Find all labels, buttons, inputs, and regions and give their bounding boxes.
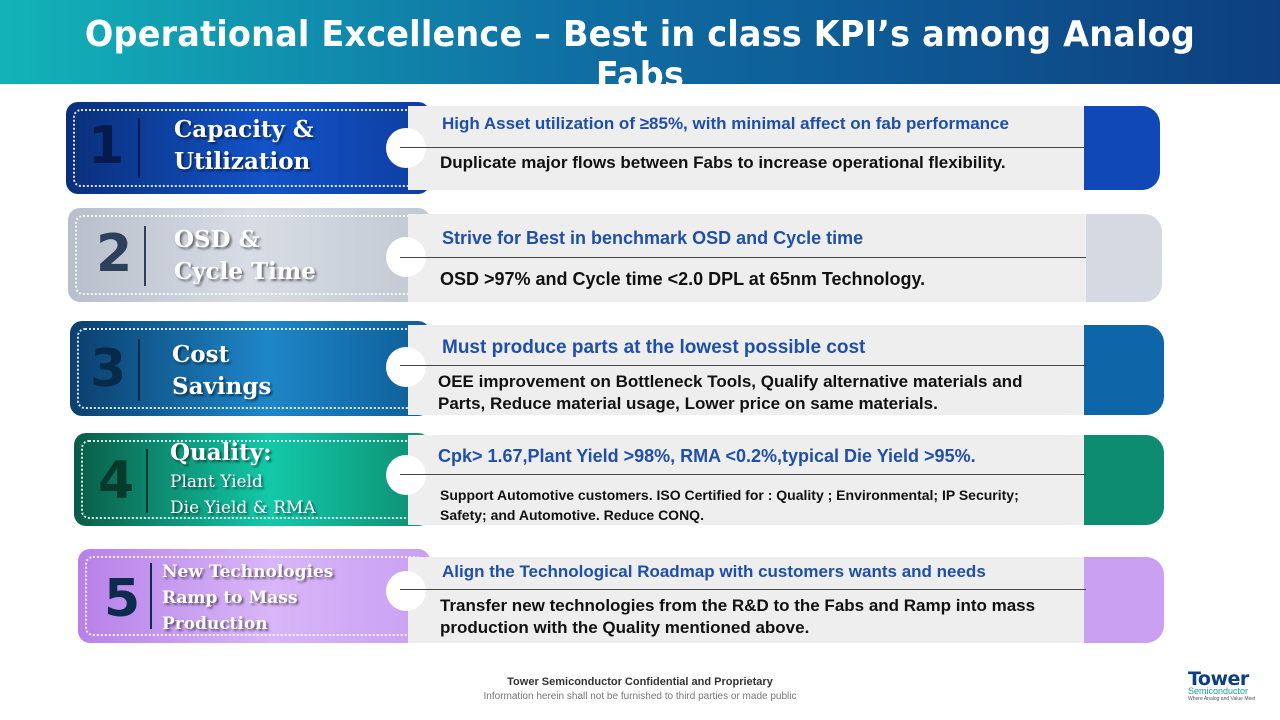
- row-2-detail: OSD >97% and Cycle time <2.0 DPL at 65nm…: [440, 269, 926, 289]
- row-2-headline: Strive for Best in benchmark OSD and Cyc…: [442, 228, 864, 248]
- row-1-divider: [400, 147, 1086, 148]
- row-1-notch: [386, 128, 426, 168]
- confidential-notice: Tower Semiconductor Confidential and Pro…: [507, 676, 773, 688]
- row-2-label: OSD & Cycle Time: [174, 224, 316, 288]
- row-5-label: New Technologies Ramp to Mass Production: [162, 559, 333, 637]
- kpi-row-3: 3 Cost Savings Must produce parts at the…: [0, 321, 1280, 416]
- title-banner: Operational Excellence – Best in class K…: [0, 0, 1280, 96]
- row-4-label-line-1: Quality:: [170, 439, 272, 466]
- row-5-headline: Align the Technological Roadmap with cus…: [442, 562, 986, 581]
- row-2-label-line-1: OSD &: [174, 226, 260, 253]
- logo-tagline: Where Analog and Value Meet: [1188, 696, 1256, 702]
- kpi-row-4: 4 Quality: Plant Yield Die Yield & RMA C…: [0, 433, 1280, 526]
- row-4-cap: [1084, 435, 1164, 525]
- row-4-headline: Cpk> 1.67,Plant Yield >98%, RMA <0.2%,ty…: [438, 446, 976, 466]
- row-1-number: 1: [88, 116, 125, 176]
- row-2-panel: [408, 214, 1086, 302]
- row-3-notch: [386, 347, 426, 387]
- row-4-notch: [386, 455, 426, 495]
- company-logo: Tower Semiconductor Where Analog and Val…: [1188, 668, 1268, 712]
- row-5-badge: 5 New Technologies Ramp to Mass Producti…: [78, 549, 430, 643]
- row-5-label-line-3: Production: [162, 614, 268, 634]
- row-1-badge: 1 Capacity & Utilization: [66, 102, 430, 194]
- row-5-separator: [150, 563, 152, 629]
- row-5-notch: [386, 571, 426, 611]
- row-2-number: 2: [96, 224, 133, 284]
- row-5-panel: [408, 557, 1084, 643]
- slide-title: Operational Excellence – Best in class K…: [84, 14, 1196, 96]
- row-4-badge: 4 Quality: Plant Yield Die Yield & RMA: [74, 433, 430, 526]
- logo-wordmark: Tower: [1188, 668, 1249, 690]
- row-2-divider: [400, 257, 1086, 258]
- row-1-cap: [1084, 106, 1160, 190]
- row-3-separator: [138, 339, 140, 401]
- row-4-separator: [146, 449, 148, 513]
- row-3-label-line-1: Cost: [172, 341, 230, 368]
- row-3-badge: 3 Cost Savings: [70, 321, 430, 416]
- kpi-row-1: 1 Capacity & Utilization High Asset util…: [0, 102, 1280, 194]
- row-4-number: 4: [98, 451, 135, 511]
- disclosure-notice: Information herein shall not be furnishe…: [483, 691, 797, 702]
- kpi-row-2: 2 OSD & Cycle Time Strive for Best in be…: [0, 208, 1280, 302]
- row-2-label-line-2: Cycle Time: [174, 258, 316, 285]
- row-3-divider: [400, 365, 1086, 366]
- row-4-divider: [400, 474, 1086, 475]
- row-2-badge: 2 OSD & Cycle Time: [68, 208, 430, 302]
- row-2-separator: [144, 226, 146, 286]
- row-3-cap: [1084, 325, 1164, 415]
- row-5-number: 5: [104, 569, 141, 629]
- row-3-label-line-2: Savings: [172, 373, 272, 400]
- logo-subtitle: Semiconductor: [1188, 686, 1249, 696]
- row-1-headline: High Asset utilization of ≥85%, with min…: [442, 114, 1009, 133]
- row-1-panel: [408, 106, 1084, 190]
- row-3-label: Cost Savings: [172, 339, 271, 403]
- row-3-headline: Must produce parts at the lowest possibl…: [442, 337, 866, 358]
- row-3-number: 3: [90, 339, 127, 399]
- row-4-detail: Support Automotive customers. ISO Certif…: [440, 487, 1019, 523]
- row-1-label-line-2: Utilization: [174, 148, 311, 175]
- row-1-detail: Duplicate major flows between Fabs to in…: [440, 153, 1006, 172]
- row-5-cap: [1084, 557, 1164, 643]
- row-4-panel: [408, 435, 1084, 525]
- row-5-divider: [400, 589, 1086, 590]
- row-3-detail: OEE improvement on Bottleneck Tools, Qua…: [438, 372, 1023, 413]
- row-3-panel: [408, 325, 1084, 415]
- row-1-label: Capacity & Utilization: [174, 114, 314, 178]
- row-5-detail: Transfer new technologies from the R&D t…: [440, 596, 1036, 637]
- kpi-row-5: 5 New Technologies Ramp to Mass Producti…: [0, 549, 1280, 643]
- row-4-label-line-2: Plant Yield: [170, 472, 263, 492]
- row-1-label-line-1: Capacity &: [174, 116, 314, 143]
- row-5-label-line-2: Ramp to Mass: [162, 588, 298, 608]
- row-1-separator: [138, 118, 140, 178]
- row-5-label-line-1: New Technologies: [162, 562, 334, 582]
- row-2-cap: [1086, 214, 1162, 302]
- row-4-label-line-3: Die Yield & RMA: [170, 498, 316, 518]
- row-4-label: Quality: Plant Yield Die Yield & RMA: [170, 437, 316, 521]
